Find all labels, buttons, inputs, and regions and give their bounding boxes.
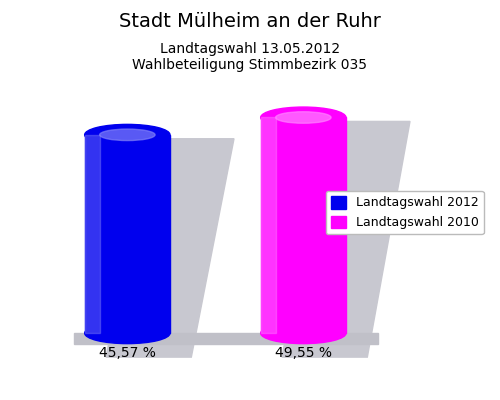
Ellipse shape: [84, 323, 170, 344]
Text: Wahlbeteiligung Stimmbezirk 035: Wahlbeteiligung Stimmbezirk 035: [132, 58, 368, 72]
Ellipse shape: [260, 323, 346, 344]
Bar: [260, 118, 276, 333]
Text: Stadt Mülheim an der Ruhr: Stadt Mülheim an der Ruhr: [119, 12, 381, 31]
Text: Landtagswahl 13.05.2012: Landtagswahl 13.05.2012: [160, 42, 340, 56]
Polygon shape: [282, 122, 410, 357]
Bar: [84, 135, 100, 333]
Text: 49,55 %: 49,55 %: [275, 346, 332, 360]
Ellipse shape: [100, 129, 155, 140]
Ellipse shape: [276, 112, 331, 123]
Ellipse shape: [84, 124, 170, 145]
Legend: Landtagswahl 2012, Landtagswahl 2010: Landtagswahl 2012, Landtagswahl 2010: [326, 191, 484, 234]
Ellipse shape: [260, 107, 346, 128]
Polygon shape: [106, 139, 234, 357]
Bar: [74, 333, 378, 344]
Text: 45,57 %: 45,57 %: [99, 346, 156, 360]
Bar: [260, 118, 346, 333]
Bar: [84, 135, 170, 333]
